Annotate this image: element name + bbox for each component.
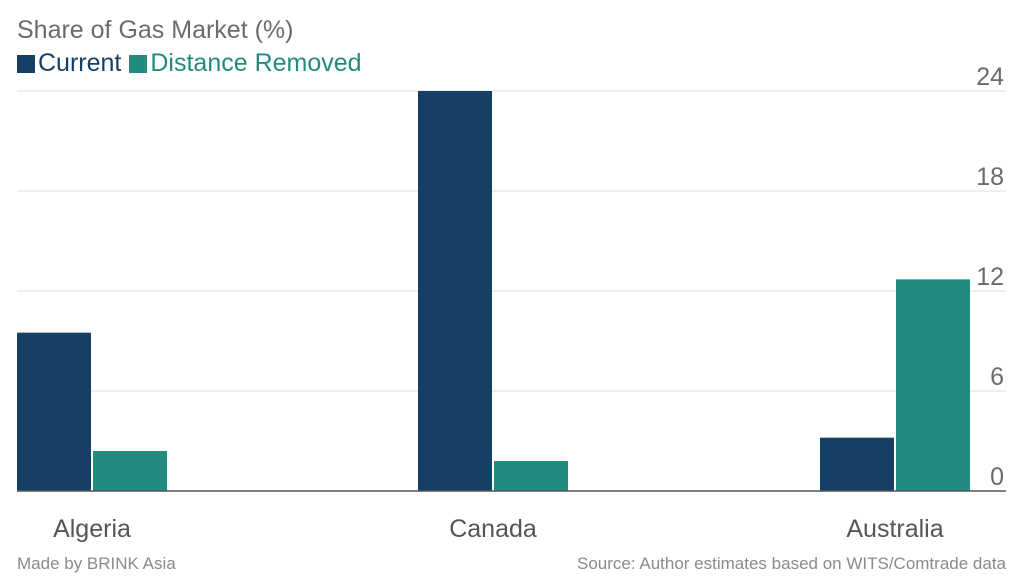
- legend-swatch-distance-removed: [129, 54, 148, 73]
- y-tick-label: 24: [976, 63, 1004, 91]
- x-tick-label: Canada: [449, 515, 537, 543]
- y-tick-label: 0: [990, 463, 1004, 491]
- legend-label-distance-removed: Distance Removed: [150, 49, 362, 77]
- y-tick-label: 18: [976, 163, 1004, 191]
- y-tick-label: 12: [976, 263, 1004, 291]
- x-tick-label: Algeria: [53, 515, 131, 543]
- footer-source: Source: Author estimates based on WITS/C…: [577, 554, 1006, 573]
- bar: [494, 461, 568, 491]
- bar: [93, 451, 167, 491]
- legend: Current Distance Removed: [17, 49, 370, 78]
- y-tick-label: 6: [990, 363, 1004, 391]
- x-tick-label: Australia: [846, 515, 943, 543]
- bar: [17, 332, 91, 491]
- bar: [820, 437, 894, 491]
- legend-item-distance-removed: Distance Removed: [129, 49, 362, 78]
- bar: [896, 279, 970, 491]
- footer-credit: Made by BRINK Asia: [17, 554, 176, 573]
- bar: [418, 91, 492, 491]
- legend-swatch-current: [17, 54, 35, 73]
- chart-title: Share of Gas Market (%): [17, 16, 294, 44]
- legend-label-current: Current: [38, 49, 122, 77]
- legend-item-current: Current: [17, 49, 121, 78]
